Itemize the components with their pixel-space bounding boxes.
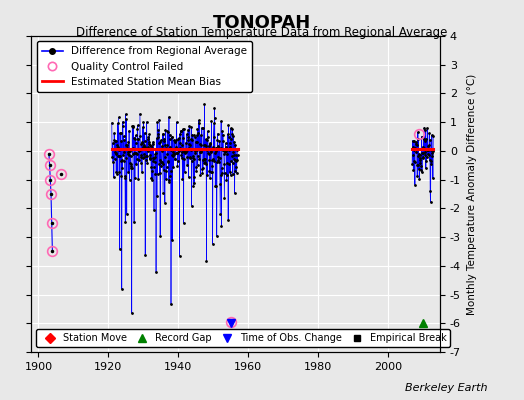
Text: Berkeley Earth: Berkeley Earth (405, 383, 487, 393)
Text: Difference of Station Temperature Data from Regional Average: Difference of Station Temperature Data f… (77, 26, 447, 39)
Text: TONOPAH: TONOPAH (213, 14, 311, 32)
Legend: Station Move, Record Gap, Time of Obs. Change, Empirical Break: Station Move, Record Gap, Time of Obs. C… (36, 329, 450, 347)
Y-axis label: Monthly Temperature Anomaly Difference (°C): Monthly Temperature Anomaly Difference (… (466, 73, 476, 315)
